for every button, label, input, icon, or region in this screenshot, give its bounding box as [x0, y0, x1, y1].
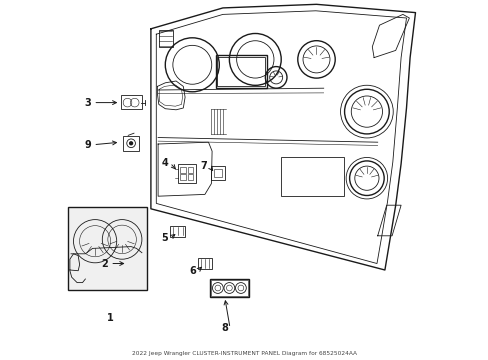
Text: 9: 9	[84, 140, 91, 150]
Text: 4: 4	[161, 158, 167, 168]
Bar	[209, 279, 249, 297]
Bar	[211, 280, 247, 296]
Bar	[180, 174, 186, 180]
Bar	[123, 136, 139, 151]
Bar	[211, 166, 224, 180]
Bar	[280, 157, 343, 196]
Text: 1: 1	[107, 312, 114, 323]
Bar	[215, 55, 266, 88]
Text: 2: 2	[101, 258, 108, 269]
Bar	[180, 167, 186, 173]
Text: 5: 5	[161, 233, 167, 243]
Text: 6: 6	[188, 266, 195, 276]
Text: 7: 7	[201, 161, 207, 171]
Bar	[197, 258, 212, 269]
Text: 8: 8	[221, 323, 228, 333]
Bar	[170, 226, 185, 237]
Text: 3: 3	[84, 98, 91, 108]
Bar	[187, 167, 193, 173]
Bar	[68, 207, 147, 290]
Text: 2022 Jeep Wrangler CLUSTER-INSTRUMENT PANEL Diagram for 68525024AA: 2022 Jeep Wrangler CLUSTER-INSTRUMENT PA…	[132, 351, 356, 356]
Bar	[159, 30, 172, 47]
Bar	[121, 95, 142, 109]
Bar	[217, 57, 264, 86]
Bar	[178, 163, 196, 184]
Bar	[187, 174, 193, 180]
Bar	[214, 169, 222, 177]
Circle shape	[129, 142, 132, 145]
